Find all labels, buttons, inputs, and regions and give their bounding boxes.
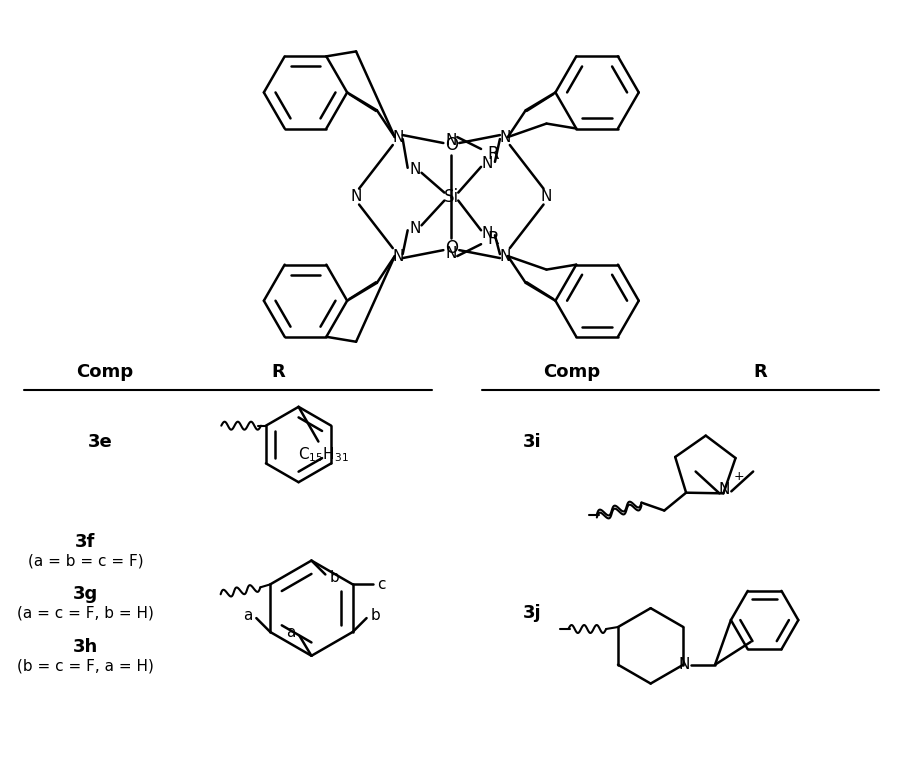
Text: (b = c = F, a = H): (b = c = F, a = H) (17, 658, 154, 673)
Text: R: R (271, 363, 286, 381)
Text: N: N (679, 657, 690, 672)
Text: b: b (329, 570, 339, 585)
Text: N: N (481, 157, 493, 171)
Text: N: N (392, 249, 404, 264)
Text: N: N (410, 221, 422, 236)
Text: R: R (487, 145, 499, 163)
Text: 3e: 3e (88, 432, 112, 450)
Text: N: N (499, 129, 511, 145)
Text: a: a (286, 625, 295, 640)
Text: O: O (445, 239, 458, 257)
Text: 3f: 3f (76, 532, 95, 551)
Text: N: N (446, 246, 457, 260)
Text: (a = b = c = F): (a = b = c = F) (28, 553, 143, 568)
Text: c: c (378, 577, 386, 592)
Text: Si: Si (444, 188, 458, 205)
Text: N: N (392, 129, 404, 145)
Text: N: N (541, 189, 552, 204)
Text: R: R (752, 363, 767, 381)
Text: N: N (410, 162, 422, 177)
Text: a: a (243, 608, 252, 622)
Text: O: O (445, 136, 458, 154)
Text: 3j: 3j (522, 604, 541, 622)
Text: Comp: Comp (543, 363, 600, 381)
Text: N: N (351, 189, 361, 204)
Text: R: R (487, 230, 499, 248)
Text: 3g: 3g (73, 585, 98, 603)
Text: N: N (446, 133, 457, 147)
Text: (a = c = F, b = H): (a = c = F, b = H) (17, 605, 154, 621)
Text: N: N (481, 226, 493, 241)
Text: N: N (499, 249, 511, 264)
Text: 3h: 3h (73, 638, 98, 656)
Text: b: b (370, 608, 380, 622)
Text: 3i: 3i (522, 432, 541, 450)
Text: $\mathregular{C_{15}H_{31}}$: $\mathregular{C_{15}H_{31}}$ (298, 445, 349, 463)
Text: +: + (734, 470, 744, 483)
Text: Comp: Comp (76, 363, 134, 381)
Text: N: N (718, 482, 730, 497)
